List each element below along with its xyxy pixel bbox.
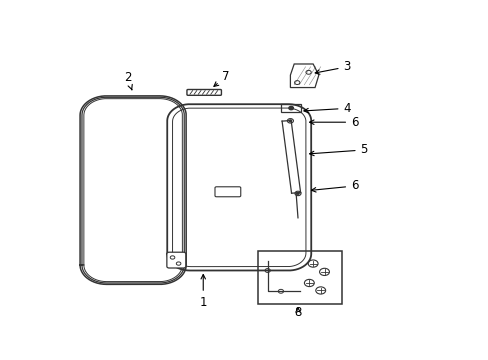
- Text: 3: 3: [315, 60, 350, 74]
- FancyBboxPatch shape: [166, 252, 185, 268]
- Text: 8: 8: [294, 306, 301, 319]
- Text: 4: 4: [303, 102, 350, 115]
- Text: 5: 5: [309, 143, 367, 157]
- Text: 7: 7: [213, 70, 229, 86]
- Bar: [258, 251, 341, 304]
- FancyBboxPatch shape: [186, 90, 221, 95]
- Circle shape: [296, 193, 299, 194]
- Circle shape: [288, 107, 293, 110]
- Text: 1: 1: [199, 275, 206, 309]
- Text: 2: 2: [123, 71, 132, 90]
- Circle shape: [289, 120, 291, 122]
- Text: 6: 6: [311, 179, 358, 193]
- Text: 6: 6: [309, 116, 358, 129]
